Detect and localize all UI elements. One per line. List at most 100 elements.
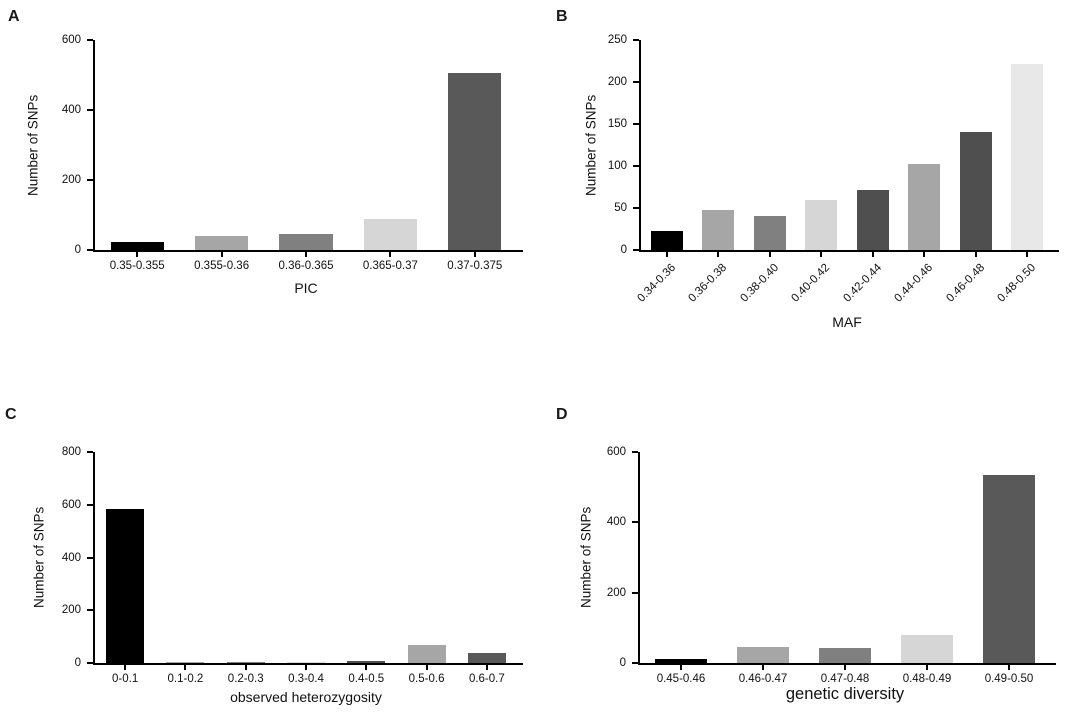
- y-tick-label: 200: [606, 586, 626, 599]
- x-tick-mark: [1008, 665, 1010, 670]
- panel-label-C: C: [5, 406, 17, 423]
- x-tick-label: 0.47-0.48: [820, 673, 870, 685]
- y-tick-label: 400: [61, 104, 81, 116]
- y-axis-title: Number of SNPs: [31, 506, 47, 609]
- bar-B-0.40-0.42: [805, 199, 838, 250]
- x-axis-title: observed heterozygosity: [230, 689, 382, 705]
- y-axis-line: [93, 452, 95, 665]
- x-tick-label: 0.48-0.49: [902, 673, 952, 685]
- bar-C-0.2-0.3: [226, 662, 265, 663]
- bar-B-0.38-0.40: [753, 215, 786, 250]
- x-tick-label: 0.48-0.50: [995, 261, 1039, 305]
- x-tick-mark: [184, 665, 187, 670]
- bar-B-0.46-0.48: [959, 131, 992, 250]
- y-tick-mark: [87, 451, 93, 453]
- x-tick-label: 0.46-0.47: [738, 673, 788, 685]
- y-tick-label: 50: [614, 202, 627, 214]
- y-tick-label: 0: [619, 657, 626, 669]
- y-tick-label: 400: [606, 516, 626, 529]
- y-tick-label: 0: [620, 244, 627, 256]
- y-axis-line: [639, 40, 641, 252]
- y-tick-label: 600: [61, 498, 81, 511]
- x-tick-mark: [124, 665, 127, 670]
- y-tick-mark: [632, 451, 638, 453]
- x-tick-mark: [665, 252, 668, 257]
- y-tick-label: 200: [607, 76, 627, 88]
- x-axis-line: [638, 663, 1056, 665]
- y-tick-mark: [633, 39, 639, 41]
- y-tick-mark: [633, 81, 639, 83]
- x-tick-mark: [974, 252, 977, 257]
- y-tick-mark: [87, 249, 93, 251]
- x-tick-label: 0.42-0.44: [841, 261, 884, 305]
- bar-B-0.36-0.38: [702, 209, 735, 250]
- x-tick-label: 0.36-0.38: [686, 261, 730, 305]
- y-tick-label: 200: [61, 604, 81, 617]
- bar-A-0.355-0.36: [195, 236, 249, 250]
- y-tick-mark: [87, 609, 93, 612]
- bar-C-0-0.1: [106, 509, 145, 663]
- y-tick-label: 800: [61, 446, 81, 458]
- y-axis-line: [93, 40, 95, 252]
- x-tick-label: 0.45-0.46: [656, 673, 706, 685]
- bar-D-0.48-0.49: [901, 635, 953, 663]
- x-tick-mark: [717, 252, 720, 257]
- y-tick-mark: [633, 249, 639, 251]
- y-tick-label: 0: [74, 657, 81, 669]
- x-tick-label: 0.49-0.50: [984, 673, 1034, 685]
- x-tick-label: 0.4-0.5: [348, 673, 385, 685]
- x-axis-line: [93, 250, 523, 252]
- y-tick-mark: [633, 207, 639, 209]
- y-tick-label: 150: [607, 118, 627, 130]
- y-tick-mark: [87, 556, 93, 559]
- x-tick-mark: [768, 252, 771, 257]
- x-tick-label: 0.3-0.4: [288, 673, 324, 685]
- y-tick-mark: [87, 179, 93, 181]
- x-tick-label: 0.365-0.37: [362, 260, 418, 272]
- y-tick-mark: [632, 591, 638, 594]
- bar-B-0.44-0.46: [908, 164, 941, 250]
- x-tick-mark: [844, 665, 846, 670]
- x-tick-mark: [425, 665, 428, 670]
- x-tick-label: 0.46-0.48: [944, 261, 987, 305]
- x-tick-label: 0.36-0.365: [278, 260, 334, 272]
- x-tick-label: 0.38-0.40: [738, 261, 781, 305]
- x-tick-mark: [485, 665, 488, 670]
- x-tick-mark: [365, 665, 368, 670]
- y-tick-label: 600: [606, 446, 626, 458]
- y-tick-mark: [632, 662, 638, 664]
- bar-C-0.5-0.6: [407, 644, 446, 663]
- y-axis-title: Number of SNPs: [578, 506, 594, 609]
- y-tick-label: 600: [61, 34, 81, 46]
- x-tick-mark: [680, 665, 682, 670]
- bar-A-0.35-0.355: [110, 241, 164, 250]
- x-tick-mark: [389, 252, 392, 257]
- x-tick-mark: [473, 252, 476, 257]
- bar-D-0.46-0.47: [737, 647, 789, 663]
- panel-label-A: A: [8, 8, 20, 25]
- panel-label-B: B: [556, 8, 568, 25]
- y-tick-label: 250: [607, 34, 627, 46]
- x-tick-mark: [926, 665, 928, 670]
- y-tick-mark: [633, 165, 639, 167]
- y-tick-mark: [632, 521, 638, 524]
- x-tick-mark: [923, 252, 926, 257]
- x-tick-label: 0.355-0.36: [194, 260, 250, 272]
- bar-C-0.6-0.7: [467, 652, 506, 663]
- x-tick-mark: [220, 252, 223, 257]
- x-tick-mark: [305, 665, 307, 670]
- x-tick-mark: [820, 252, 823, 257]
- x-tick-mark: [244, 665, 247, 670]
- y-axis-line: [638, 452, 640, 665]
- panel-label-D: D: [556, 406, 568, 423]
- x-axis-line: [93, 663, 523, 665]
- x-tick-label: 0.5-0.6: [408, 673, 445, 685]
- y-tick-mark: [87, 662, 93, 664]
- bar-C-0.1-0.2: [166, 662, 205, 663]
- y-tick-mark: [87, 109, 93, 111]
- x-tick-mark: [1026, 252, 1029, 257]
